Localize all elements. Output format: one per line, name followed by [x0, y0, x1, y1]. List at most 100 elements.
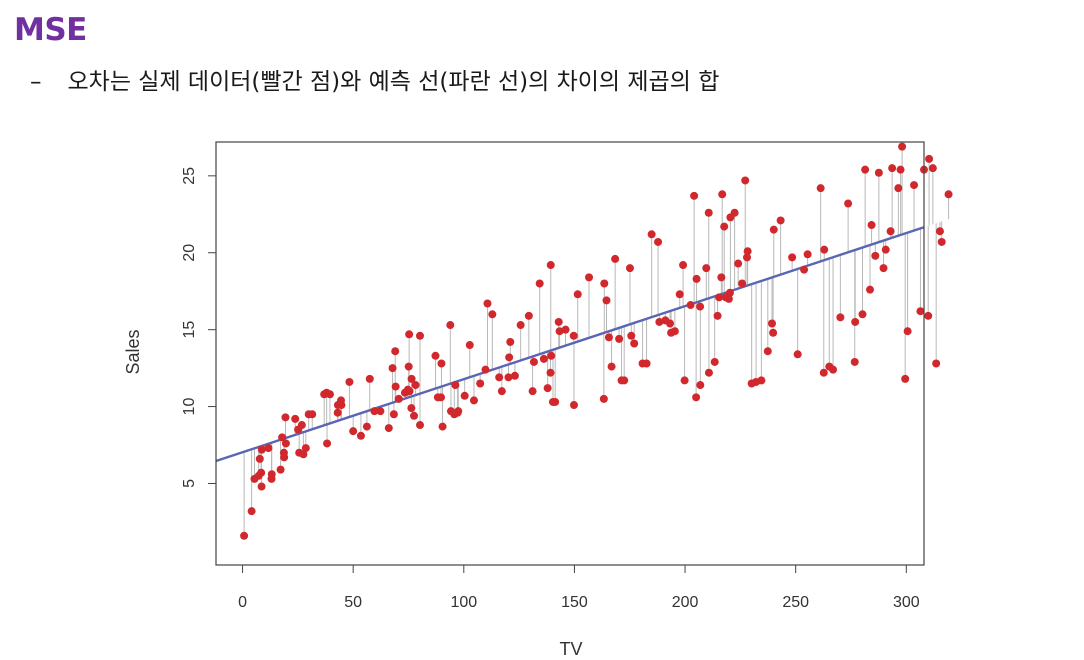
- data-point: [280, 453, 289, 462]
- data-point: [670, 327, 679, 336]
- data-point: [407, 374, 416, 383]
- data-point: [465, 341, 474, 350]
- y-tick-label: 5: [181, 479, 198, 488]
- data-point: [647, 230, 656, 239]
- x-tick-label: 300: [893, 594, 920, 611]
- data-point: [602, 296, 611, 305]
- data-point: [539, 354, 548, 363]
- plot-frame: [215, 141, 925, 566]
- data-point: [308, 410, 317, 419]
- data-point: [715, 293, 724, 302]
- data-point: [901, 374, 910, 383]
- data-point: [506, 337, 515, 346]
- data-point: [410, 411, 419, 420]
- data-point: [264, 444, 273, 453]
- data-point: [546, 368, 555, 377]
- data-point: [696, 302, 705, 311]
- data-point: [898, 142, 907, 151]
- data-point: [871, 251, 880, 260]
- slide-title: MSE: [14, 12, 87, 48]
- data-point: [829, 365, 838, 374]
- data-point: [438, 422, 447, 431]
- data-point: [362, 422, 371, 431]
- data-point: [720, 222, 729, 231]
- data-point: [388, 364, 397, 373]
- data-point: [411, 381, 420, 390]
- data-point: [356, 431, 365, 440]
- data-points: [240, 142, 953, 540]
- y-tick-label: 20: [181, 244, 198, 262]
- data-point: [620, 376, 629, 385]
- data-point: [247, 507, 256, 516]
- data-point: [561, 325, 570, 334]
- data-point: [713, 311, 722, 320]
- data-point: [763, 347, 772, 356]
- data-point: [257, 445, 266, 454]
- data-point: [675, 290, 684, 299]
- data-point: [281, 439, 290, 448]
- data-point: [776, 216, 785, 225]
- data-point: [654, 237, 663, 246]
- data-point: [886, 227, 895, 236]
- data-point: [281, 413, 290, 422]
- data-point: [679, 261, 688, 270]
- data-point: [788, 253, 797, 262]
- data-point: [569, 331, 578, 340]
- data-point: [816, 184, 825, 193]
- data-point: [894, 184, 903, 193]
- data-point: [910, 181, 919, 190]
- data-point: [725, 288, 734, 297]
- data-point: [323, 439, 332, 448]
- data-point: [757, 376, 766, 385]
- data-point: [510, 371, 519, 380]
- data-point: [257, 482, 266, 491]
- bullet-marker: –: [30, 69, 42, 95]
- data-point: [391, 347, 400, 356]
- data-point: [405, 387, 414, 396]
- data-point: [415, 331, 424, 340]
- data-point: [547, 351, 556, 360]
- y-tick-label: 25: [181, 167, 198, 185]
- data-point: [642, 359, 651, 368]
- x-axis: 0 50 100 150 200 250 300: [238, 565, 920, 611]
- data-point: [600, 279, 609, 288]
- data-point: [451, 381, 460, 390]
- data-point: [255, 454, 264, 463]
- data-point: [924, 311, 933, 320]
- data-point: [718, 190, 727, 199]
- y-axis-label: Sales: [123, 329, 143, 374]
- data-point: [935, 227, 944, 236]
- data-point: [516, 321, 525, 330]
- data-point: [476, 379, 485, 388]
- data-point: [301, 444, 310, 453]
- data-point: [384, 424, 393, 433]
- data-point: [800, 265, 809, 274]
- data-point: [741, 176, 750, 185]
- data-point: [916, 307, 925, 316]
- data-point: [528, 387, 537, 396]
- y-axis: 5 10 15 20 25: [181, 167, 216, 488]
- y-tick-label: 15: [181, 321, 198, 339]
- data-point: [932, 359, 941, 368]
- data-point: [483, 299, 492, 308]
- data-point: [407, 404, 416, 413]
- data-point: [866, 285, 875, 294]
- data-point: [793, 350, 802, 359]
- data-point: [937, 237, 946, 246]
- data-point: [431, 351, 440, 360]
- x-tick-label: 0: [238, 594, 247, 611]
- data-point: [803, 250, 812, 259]
- data-point: [404, 362, 413, 371]
- data-point: [896, 165, 905, 174]
- data-point: [768, 319, 777, 328]
- data-point: [850, 357, 859, 366]
- data-point: [717, 273, 726, 282]
- data-point: [497, 387, 506, 396]
- data-point: [543, 384, 552, 393]
- data-point: [615, 334, 624, 343]
- data-point: [257, 468, 266, 477]
- data-point: [495, 373, 504, 382]
- data-point: [604, 333, 613, 342]
- data-point: [704, 368, 713, 377]
- data-point: [925, 154, 934, 163]
